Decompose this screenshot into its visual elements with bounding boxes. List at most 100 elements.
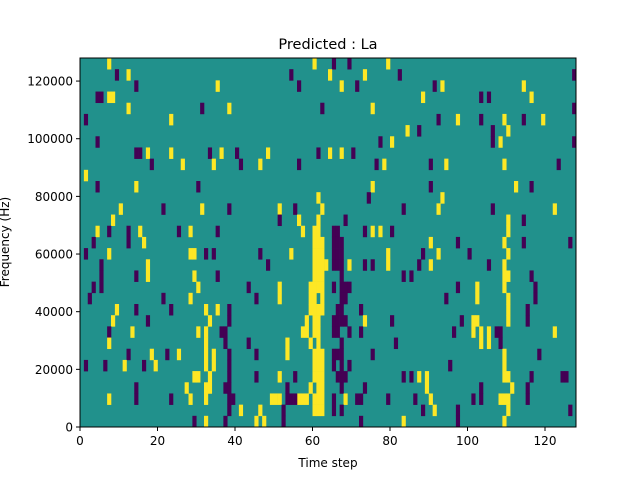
heatmap-cell-high [316, 281, 321, 294]
y-tick-label: 80000 [35, 190, 73, 204]
heatmap-cell-high [130, 326, 135, 338]
heatmap-cell-high [188, 225, 193, 238]
heatmap-cell-low [529, 371, 534, 383]
heatmap-cell-high [514, 181, 519, 193]
heatmap-cell-low [359, 393, 364, 405]
heatmap-cell-low [498, 326, 503, 338]
heatmap-cell-low [227, 315, 232, 327]
heatmap-cell-high [192, 371, 197, 383]
heatmap-cell-low [393, 337, 399, 350]
heatmap-cell-low [409, 371, 414, 383]
heatmap-cell-low [99, 91, 104, 104]
heatmap-cell-high [502, 236, 507, 249]
heatmap-cell-high [486, 326, 492, 338]
heatmap-cell-high [312, 371, 317, 383]
heatmap-cell-low [568, 236, 573, 249]
heatmap-cell-high [304, 393, 309, 405]
heatmap-cell-high [316, 393, 321, 405]
heatmap-cell-low [351, 147, 356, 159]
heatmap-cell-high [506, 270, 511, 282]
heatmap-cell-high [378, 225, 383, 238]
heatmap-cell-high [440, 80, 445, 92]
heatmap-cell-low [556, 158, 561, 171]
heatmap-cell-low [339, 371, 344, 383]
heatmap-cell-high [424, 371, 430, 383]
heatmap-cell-low [479, 382, 484, 394]
heatmap-cell-high [134, 181, 139, 193]
heatmap-cell-low [289, 69, 294, 81]
heatmap-cell-high [475, 281, 480, 294]
heatmap-cell-high [262, 415, 267, 428]
heatmap-cell-high [320, 359, 325, 372]
heatmap-cell-low [235, 147, 240, 159]
heatmap-cell-low [374, 158, 379, 171]
heatmap-cell-low [95, 91, 100, 104]
heatmap-cell-high [266, 147, 271, 159]
heatmap-cell-high [506, 371, 511, 383]
heatmap-cell-low [339, 304, 344, 316]
heatmap-cell-high [386, 248, 391, 260]
heatmap-cell-low [126, 225, 131, 238]
heatmap-cell-high [417, 371, 422, 383]
heatmap-cell-low [355, 80, 360, 92]
heatmap-cell-high [320, 270, 325, 282]
heatmap-cell-high [304, 326, 309, 338]
y-tick-label: 120000 [27, 75, 73, 89]
heatmap-cell-low [521, 214, 526, 227]
heatmap-cell-high [502, 113, 507, 126]
heatmap-cell-high [320, 371, 325, 383]
heatmap-cell-low [417, 125, 422, 137]
heatmap-cell-low [490, 125, 495, 137]
heatmap-cell-low [498, 337, 503, 350]
heatmap-cell-high [316, 404, 321, 417]
heatmap-cell-low [521, 236, 526, 249]
heatmap-cell-low [455, 281, 461, 294]
heatmap-cell-high [107, 248, 112, 260]
heatmap-cell-high [196, 371, 201, 383]
heatmap-cell-low [339, 382, 344, 394]
heatmap-cell-low [432, 80, 437, 92]
heatmap-cell-high [506, 393, 511, 405]
heatmap-cell-high [312, 236, 317, 249]
heatmap-cell-high [153, 359, 158, 372]
heatmap-cells [80, 58, 577, 428]
heatmap-cell-low [335, 236, 340, 249]
heatmap-cell-low [347, 326, 352, 338]
heatmap-cell-high [320, 203, 325, 215]
heatmap-cell-high [204, 382, 209, 394]
heatmap-cell-low [331, 404, 337, 417]
heatmap-cell-low [490, 136, 495, 148]
heatmap-cell-high [320, 348, 325, 361]
heatmap-cell-high [502, 371, 507, 383]
heatmap-cell-low [246, 337, 251, 350]
heatmap-cell-low [219, 326, 224, 338]
heatmap-cell-low [331, 393, 337, 405]
heatmap-cell-high [324, 259, 329, 271]
heatmap-cell-low [246, 281, 251, 294]
heatmap-cell-high [475, 292, 480, 305]
heatmap-cell-high [502, 348, 507, 361]
heatmap-cell-high [204, 393, 209, 405]
heatmap-cell-high [83, 169, 89, 182]
heatmap-cell-low [417, 259, 422, 271]
heatmap-cell-low [343, 281, 348, 294]
heatmap-cell-high [285, 348, 290, 361]
heatmap-cell-low [169, 304, 174, 316]
heatmap-cell-low [339, 292, 344, 305]
heatmap-cell-low [87, 292, 92, 305]
heatmap-cell-low [479, 113, 484, 126]
heatmap-cell-high [479, 337, 484, 350]
heatmap-cell-low [134, 382, 139, 394]
heatmap-cell-high [386, 259, 391, 271]
heatmap-cell-low [231, 393, 236, 405]
heatmap-cell-high [277, 292, 282, 305]
heatmap-cell-high [312, 248, 317, 260]
heatmap-cell-low [525, 382, 530, 394]
heatmap-cell-high [339, 80, 344, 92]
heatmap-cell-low [390, 225, 395, 238]
heatmap-cell-high [188, 393, 193, 405]
heatmap-cell-high [320, 404, 325, 417]
heatmap-cell-high [107, 393, 112, 405]
heatmap-cell-high [145, 259, 151, 271]
